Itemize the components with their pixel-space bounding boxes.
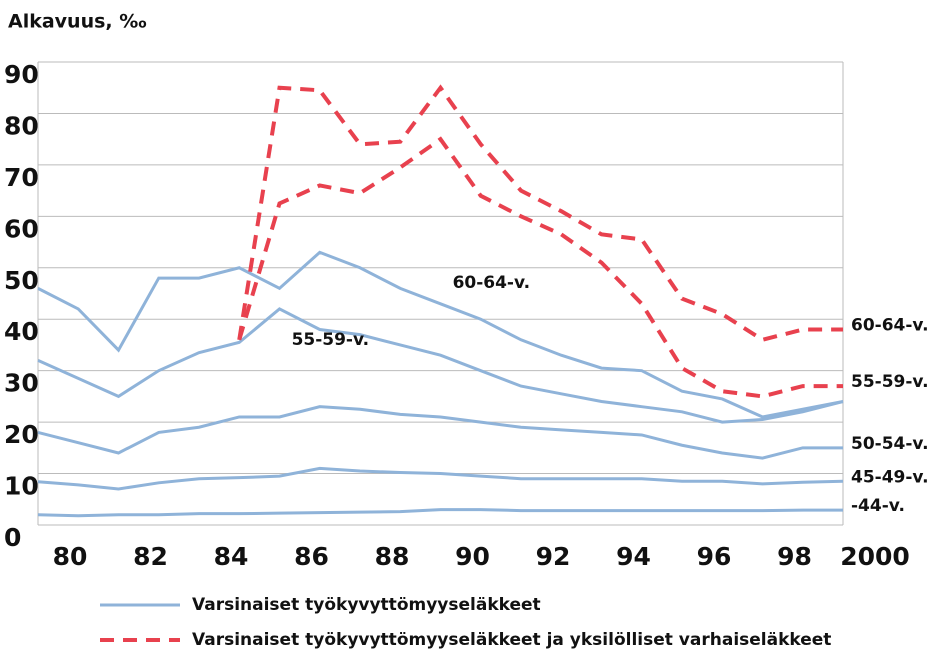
series-label: 55-59-v.	[851, 372, 929, 392]
x-tick-label: 94	[616, 542, 651, 571]
x-tick-label: 84	[214, 542, 249, 571]
series-line	[37, 466, 844, 491]
series-label: 60-64-v.	[851, 316, 929, 336]
y-tick-label: 60	[4, 214, 39, 243]
x-tick-label: 98	[777, 542, 812, 571]
y-tick-label: 10	[4, 472, 39, 501]
x-tick-label: 90	[455, 542, 490, 571]
y-tick-label: 90	[4, 60, 39, 89]
series-line	[37, 250, 844, 419]
series-label: 45-49-v.	[851, 467, 929, 487]
y-tick-label: 80	[4, 111, 39, 140]
series-line	[37, 405, 843, 460]
y-tick-label: 20	[4, 420, 39, 449]
x-tick-label: 86	[294, 542, 329, 571]
x-tick-label: 82	[133, 542, 168, 571]
series-line	[237, 84, 843, 342]
y-tick-label: 40	[4, 317, 39, 346]
legend-label: Varsinaiset työkyvyttömyyseläkkeet	[192, 595, 541, 615]
x-tick-label: 2000	[840, 542, 910, 571]
chart-title: Alkavuus, ‰	[8, 11, 147, 33]
y-tick-label: 30	[4, 369, 39, 398]
series-label: 50-54-v.	[851, 434, 929, 454]
y-tick-label: 50	[4, 266, 39, 295]
x-tick-label: 88	[375, 542, 410, 571]
legend-label: Varsinaiset työkyvyttömyyseläkkeet ja yk…	[192, 630, 831, 650]
series-label: -44-v.	[851, 496, 905, 516]
x-tick-label: 80	[53, 542, 88, 571]
annotation: 60-64-v.	[453, 273, 531, 293]
series-line	[237, 136, 843, 399]
x-tick-label: 92	[536, 542, 571, 571]
x-tick-label: 96	[697, 542, 732, 571]
y-tick-label: 70	[4, 163, 39, 192]
series-line	[37, 307, 844, 424]
annotation: 55-59-v.	[292, 330, 370, 350]
y-tick-label: 0	[4, 523, 21, 552]
series-line	[37, 508, 843, 518]
